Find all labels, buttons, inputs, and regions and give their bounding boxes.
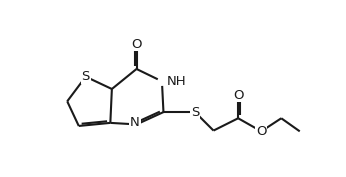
Text: S: S	[82, 70, 90, 83]
Text: O: O	[233, 89, 243, 102]
Text: NH: NH	[166, 75, 186, 88]
Text: O: O	[131, 38, 142, 51]
Text: N: N	[130, 116, 140, 129]
Text: O: O	[256, 125, 266, 138]
Text: S: S	[191, 106, 199, 119]
